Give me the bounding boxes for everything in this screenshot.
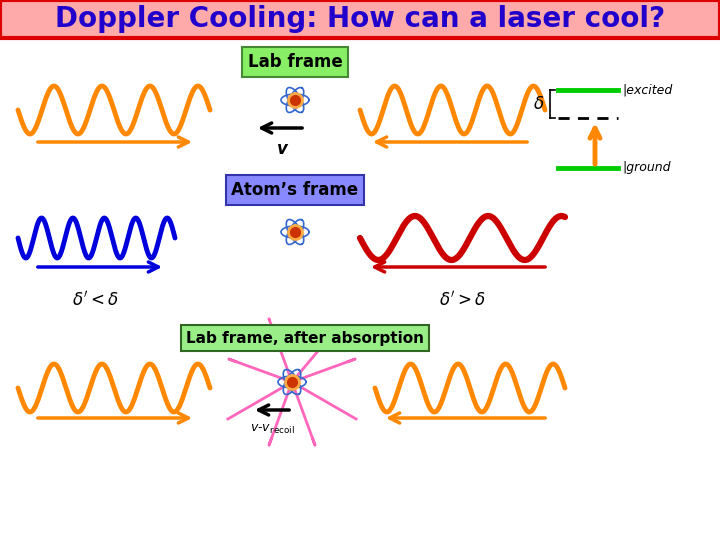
FancyBboxPatch shape bbox=[0, 0, 720, 38]
Text: $\delta' > \delta$: $\delta' > \delta$ bbox=[438, 290, 485, 309]
Text: $\delta$: $\delta$ bbox=[533, 95, 544, 113]
Text: Doppler Cooling: How can a laser cool?: Doppler Cooling: How can a laser cool? bbox=[55, 5, 665, 33]
Text: Atom’s frame: Atom’s frame bbox=[231, 181, 359, 199]
Text: |excited: |excited bbox=[622, 84, 672, 97]
Text: $\delta' < \delta$: $\delta' < \delta$ bbox=[71, 290, 119, 309]
Text: v-v$_{\rm recoil}$: v-v$_{\rm recoil}$ bbox=[250, 423, 294, 436]
Text: v: v bbox=[276, 140, 287, 158]
Text: Lab frame, after absorption: Lab frame, after absorption bbox=[186, 330, 424, 346]
Text: |ground: |ground bbox=[622, 161, 670, 174]
Text: Lab frame: Lab frame bbox=[248, 53, 343, 71]
